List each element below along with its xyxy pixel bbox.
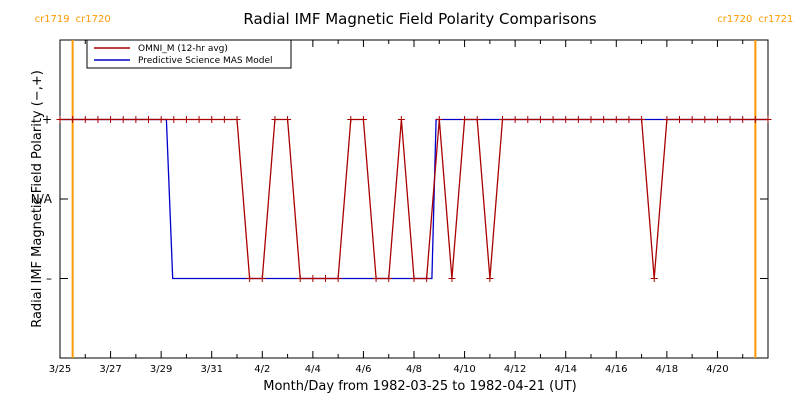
data-point [322,275,329,282]
x-tick-label: 4/14 [554,364,576,375]
data-point [69,116,77,123]
data-point [220,116,228,123]
x-tick-label: 4/18 [656,364,678,375]
legend-box [86,39,292,69]
data-point [511,116,519,123]
data-point [751,116,759,123]
data-point [764,116,772,123]
data-point [271,116,279,123]
data-point [157,116,165,123]
data-point [713,116,721,123]
data-point [638,116,646,123]
data-point [676,116,683,123]
data-point [94,116,102,123]
data-point [726,116,734,123]
data-point [309,275,317,282]
data-point [258,275,266,282]
plot-frame [59,39,769,359]
data-point [233,116,241,123]
data-point [296,275,304,282]
data-point [448,275,456,282]
data-point [397,116,405,123]
data-point [284,116,292,123]
data-point [107,116,115,123]
data-point [435,116,443,123]
data-point [359,116,367,123]
data-point [385,275,393,282]
x-tick-label: 3/25 [49,364,71,375]
data-point [372,275,380,282]
data-point [410,275,418,282]
y-axis: + N/A – [31,113,768,286]
carrington-left-label: cr1720 [717,14,752,25]
data-point [81,116,89,123]
series-layer [56,116,772,282]
carrington-labels: cr1719 cr1720 cr1720 cr1721 [35,14,794,25]
x-tick-label: 4/20 [706,364,728,375]
data-point [334,275,342,282]
carrington-right-label: cr1721 [758,14,793,25]
data-point [208,116,216,123]
data-point [562,116,570,123]
data-point [347,116,355,123]
data-point [574,116,582,123]
x-tick-label: 3/27 [99,364,121,375]
data-point [486,275,494,282]
x-tick-label: 4/8 [406,364,422,375]
data-point [119,116,127,123]
data-point [423,275,431,282]
data-point [650,275,658,282]
x-tick-label: 4/12 [504,364,526,375]
y-level-label: – [46,272,52,286]
legend-label-omni: OMNI_M (12-hr avg) [138,44,228,54]
chart-title: Radial IMF Magnetic Field Polarity Compa… [243,10,596,28]
y-level-label: + [42,113,52,127]
data-point [739,116,747,123]
series-line [60,118,768,280]
x-axis-label: Month/Day from 1982-03-25 to 1982-04-21 … [263,379,576,394]
data-point [246,275,254,282]
legend-label-mas: Predictive Science MAS Model [138,56,273,66]
data-point [170,116,178,123]
data-point [132,116,140,123]
y-level-label: N/A [31,192,53,206]
x-tick-label: 3/29 [150,364,172,375]
data-point [612,116,620,123]
data-point [145,116,152,123]
data-point [536,116,544,123]
data-point [701,116,709,123]
carrington-lines [71,40,757,358]
x-tick-label: 4/10 [453,364,475,375]
data-point [688,116,696,123]
carrington-left-label: cr1719 [35,14,70,25]
series-line [60,118,768,280]
data-point [182,116,190,123]
data-point [663,116,671,123]
data-point [625,116,633,123]
x-tick-label: 4/16 [605,364,627,375]
data-point [473,116,481,123]
carrington-right-label: cr1720 [76,14,111,25]
x-tick-label: 4/4 [305,364,321,375]
data-point [195,116,203,123]
data-point [499,116,506,123]
y-axis-label: Radial IMF Magnetic Field Polarity (−,+) [30,70,45,328]
data-point [56,116,64,123]
x-tick-label: 4/2 [254,364,270,375]
x-tick-label: 3/31 [200,364,222,375]
data-point [524,116,532,123]
data-point [600,116,608,123]
data-point [461,116,469,123]
data-point [549,116,557,123]
data-point [587,116,595,123]
legend: OMNI_M (12-hr avg) Predictive Science MA… [86,39,292,69]
x-tick-label: 4/6 [355,364,371,375]
